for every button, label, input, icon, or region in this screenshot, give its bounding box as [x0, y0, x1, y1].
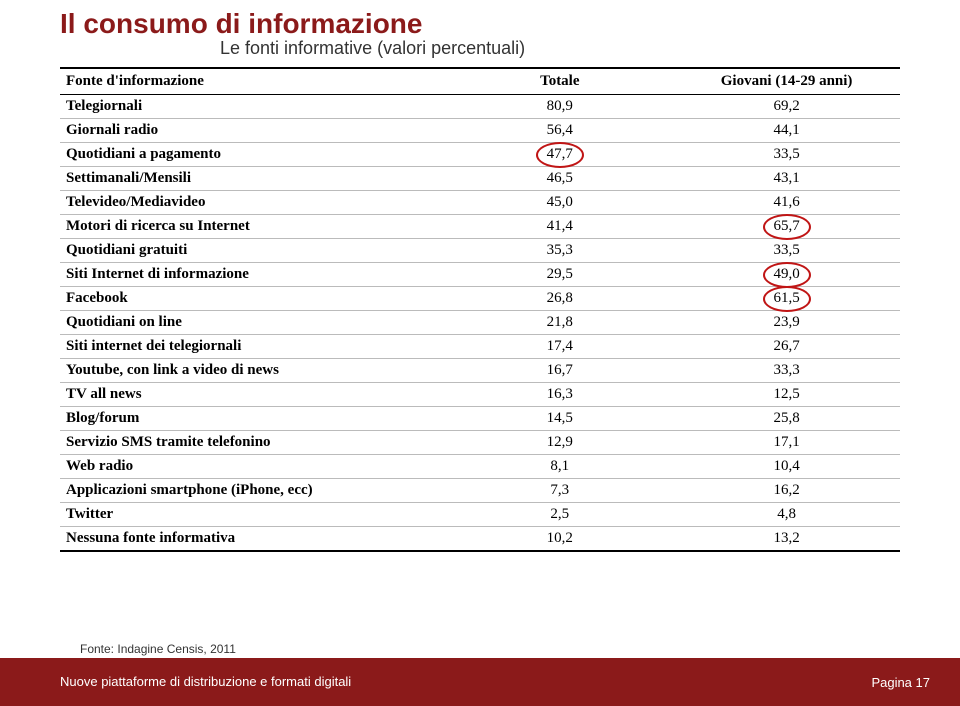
col-header-source: Fonte d'informazione	[60, 68, 446, 95]
row-label: Telegiornali	[60, 95, 446, 119]
row-value-young: 33,5	[673, 143, 900, 167]
row-label: Web radio	[60, 455, 446, 479]
row-label: Youtube, con link a video di news	[60, 359, 446, 383]
row-label: Settimanali/Mensili	[60, 167, 446, 191]
row-value-young: 12,5	[673, 383, 900, 407]
row-label: Siti internet dei telegiornali	[60, 335, 446, 359]
row-value-young: 16,2	[673, 479, 900, 503]
row-label: Facebook	[60, 287, 446, 311]
row-label: Quotidiani on line	[60, 311, 446, 335]
col-header-total: Totale	[446, 68, 673, 95]
row-value-young: 33,5	[673, 239, 900, 263]
table-row: Applicazioni smartphone (iPhone, ecc)7,3…	[60, 479, 900, 503]
table-row: Siti internet dei telegiornali17,426,7	[60, 335, 900, 359]
table-row: Quotidiani on line21,823,9	[60, 311, 900, 335]
row-label: Giornali radio	[60, 119, 446, 143]
table-row: Quotidiani gratuiti35,333,5	[60, 239, 900, 263]
row-value-total: 56,4	[446, 119, 673, 143]
table-row: Giornali radio56,444,1	[60, 119, 900, 143]
table-row: Motori di ricerca su Internet41,465,7	[60, 215, 900, 239]
row-value-young: 61,5	[673, 287, 900, 311]
row-value-total: 80,9	[446, 95, 673, 119]
table-row: Youtube, con link a video di news16,733,…	[60, 359, 900, 383]
source-line: Fonte: Indagine Censis, 2011	[80, 642, 236, 656]
row-value-young: 26,7	[673, 335, 900, 359]
row-label: Twitter	[60, 503, 446, 527]
row-label: Nessuna fonte informativa	[60, 527, 446, 552]
row-value-young: 65,7	[673, 215, 900, 239]
row-value-young: 69,2	[673, 95, 900, 119]
row-value-total: 45,0	[446, 191, 673, 215]
row-value-total: 21,8	[446, 311, 673, 335]
row-value-total: 46,5	[446, 167, 673, 191]
row-label: Motori di ricerca su Internet	[60, 215, 446, 239]
row-value-total: 47,7	[446, 143, 673, 167]
row-label: Applicazioni smartphone (iPhone, ecc)	[60, 479, 446, 503]
subtitle: Le fonti informative (valori percentuali…	[0, 38, 960, 59]
row-label: TV all news	[60, 383, 446, 407]
data-table: Fonte d'informazione Totale Giovani (14-…	[60, 67, 900, 552]
row-value-young: 10,4	[673, 455, 900, 479]
row-value-total: 29,5	[446, 263, 673, 287]
row-label: Quotidiani a pagamento	[60, 143, 446, 167]
row-value-young: 17,1	[673, 431, 900, 455]
row-value-young: 49,0	[673, 263, 900, 287]
row-value-total: 16,7	[446, 359, 673, 383]
footer-bar: Nuove piattaforme di distribuzione e for…	[0, 658, 960, 706]
table-row: Quotidiani a pagamento47,733,5	[60, 143, 900, 167]
data-table-container: Fonte d'informazione Totale Giovani (14-…	[60, 67, 900, 552]
row-value-young: 33,3	[673, 359, 900, 383]
row-label: Televideo/Mediavideo	[60, 191, 446, 215]
table-row: Web radio8,110,4	[60, 455, 900, 479]
row-label: Siti Internet di informazione	[60, 263, 446, 287]
row-value-young: 43,1	[673, 167, 900, 191]
row-value-young: 44,1	[673, 119, 900, 143]
row-value-total: 12,9	[446, 431, 673, 455]
col-header-young: Giovani (14-29 anni)	[673, 68, 900, 95]
row-value-young: 13,2	[673, 527, 900, 552]
table-row: Settimanali/Mensili46,543,1	[60, 167, 900, 191]
table-row: Televideo/Mediavideo45,041,6	[60, 191, 900, 215]
row-value-total: 41,4	[446, 215, 673, 239]
row-value-total: 35,3	[446, 239, 673, 263]
table-header-row: Fonte d'informazione Totale Giovani (14-…	[60, 68, 900, 95]
footer-title: Nuove piattaforme di distribuzione e for…	[60, 674, 351, 690]
row-value-young: 4,8	[673, 503, 900, 527]
row-value-total: 2,5	[446, 503, 673, 527]
table-row: Facebook26,861,5	[60, 287, 900, 311]
row-label: Quotidiani gratuiti	[60, 239, 446, 263]
table-row: Nessuna fonte informativa10,213,2	[60, 527, 900, 552]
row-label: Blog/forum	[60, 407, 446, 431]
table-row: Telegiornali80,969,2	[60, 95, 900, 119]
row-label: Servizio SMS tramite telefonino	[60, 431, 446, 455]
table-row: Blog/forum14,525,8	[60, 407, 900, 431]
table-row: Twitter2,54,8	[60, 503, 900, 527]
page-number: Pagina 17	[871, 675, 930, 690]
table-row: Siti Internet di informazione29,549,0	[60, 263, 900, 287]
table-row: Servizio SMS tramite telefonino12,917,1	[60, 431, 900, 455]
row-value-total: 14,5	[446, 407, 673, 431]
row-value-total: 16,3	[446, 383, 673, 407]
row-value-total: 26,8	[446, 287, 673, 311]
page-title: Il consumo di informazione	[0, 0, 960, 40]
row-value-young: 41,6	[673, 191, 900, 215]
row-value-young: 25,8	[673, 407, 900, 431]
row-value-total: 17,4	[446, 335, 673, 359]
row-value-total: 7,3	[446, 479, 673, 503]
table-row: TV all news16,312,5	[60, 383, 900, 407]
row-value-total: 10,2	[446, 527, 673, 552]
row-value-total: 8,1	[446, 455, 673, 479]
row-value-young: 23,9	[673, 311, 900, 335]
